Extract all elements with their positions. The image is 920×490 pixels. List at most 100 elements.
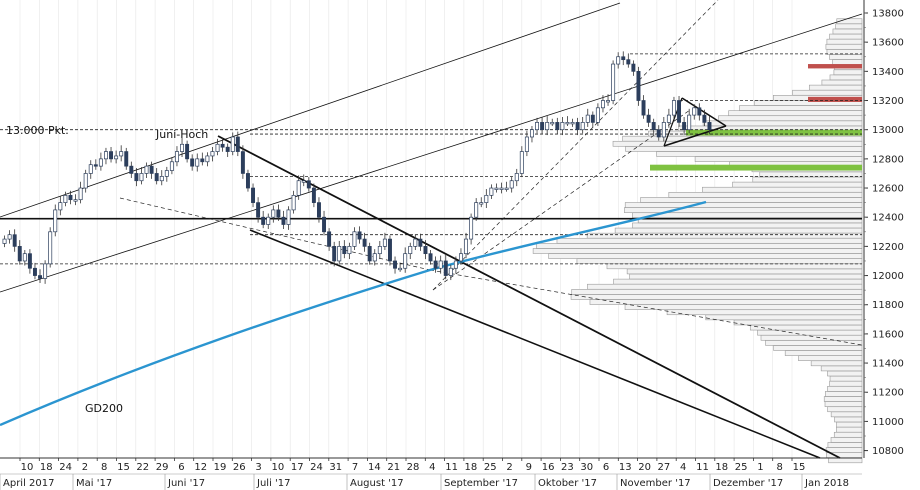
candle-body	[342, 246, 347, 255]
candle-body	[220, 143, 225, 148]
profile-bar	[570, 294, 863, 300]
candle-body	[306, 180, 311, 189]
y-tick-label: 11600	[872, 329, 904, 340]
x-axis: 10 18 24 2 8 15 22 29 6 12 19 26 3 10 17 24 31 7 14 21 28 4 11…	[0, 457, 862, 490]
profile-bar	[829, 33, 863, 40]
candle-body	[606, 100, 611, 103]
y-tick-label: 13400	[872, 67, 904, 78]
profile-bar	[836, 426, 863, 433]
profile-bar	[823, 396, 863, 402]
candle-body	[413, 238, 418, 247]
candle-body	[423, 246, 428, 255]
candle-body	[43, 263, 48, 279]
profile-bar	[733, 319, 863, 326]
profile-bar	[694, 156, 863, 162]
candle-body	[458, 253, 463, 262]
profile-bar	[829, 74, 863, 81]
profile-bar	[589, 299, 863, 305]
candle-body	[626, 59, 631, 65]
candle-body	[301, 180, 306, 183]
month-label: Juli '17	[256, 478, 291, 489]
candle-body	[124, 151, 129, 167]
dashed-channel-line	[432, 0, 719, 291]
candle-body	[38, 275, 43, 279]
profile-bar	[626, 268, 863, 275]
candle-body	[504, 187, 509, 190]
month-label: November '17	[620, 478, 691, 489]
profile-bar	[832, 59, 863, 65]
profile-bar	[798, 355, 863, 361]
profile-bar	[624, 207, 863, 213]
candle-body	[570, 122, 575, 125]
x-tick-label: 22	[136, 462, 149, 473]
high-label: Juni-Hoch	[155, 128, 208, 141]
dashed-channel-line	[432, 109, 691, 291]
candle-body	[195, 158, 200, 167]
profile-bar	[821, 79, 863, 86]
candle-body	[337, 246, 342, 262]
profile-bar	[624, 202, 863, 208]
candle-body	[332, 246, 337, 262]
x-tick-label: 31	[329, 462, 342, 473]
profile-bar	[834, 416, 863, 423]
profile-bar	[739, 105, 863, 111]
month-label: September '17	[444, 478, 518, 489]
candle-body	[53, 209, 58, 233]
candle-body	[464, 238, 469, 255]
x-tick-label: 28	[407, 462, 420, 473]
profile-bar	[829, 380, 863, 387]
candle-body	[78, 187, 83, 201]
candle-body	[529, 129, 534, 138]
profile-bar	[820, 365, 863, 372]
profile-bar	[808, 84, 863, 91]
candle-body	[509, 180, 514, 189]
x-tick-label: 11	[445, 462, 458, 473]
x-tick-label: 24	[59, 462, 72, 473]
y-tick-label: 12000	[872, 271, 904, 282]
y-tick-label: 11200	[872, 388, 904, 399]
candle-body	[479, 202, 484, 205]
candle-body	[540, 122, 545, 131]
candle-body	[611, 63, 616, 101]
profile-bar	[825, 447, 863, 453]
candle-body	[58, 202, 63, 211]
candle-body	[347, 246, 352, 255]
profile-bar	[571, 289, 863, 295]
candle-body	[382, 238, 387, 247]
x-tick-label: 3	[255, 462, 261, 473]
profile-bar	[613, 278, 863, 285]
y-tick-label: 12600	[872, 184, 904, 195]
x-tick-label: 24	[310, 462, 323, 473]
profile-bar	[833, 69, 863, 76]
profile-bar	[810, 360, 863, 367]
profile-bar	[532, 248, 863, 254]
candle-body	[271, 209, 276, 218]
x-tick-label: 27	[658, 462, 671, 473]
x-tick-label: 16	[542, 462, 555, 473]
candle-body	[565, 122, 570, 125]
x-tick-label: 15	[793, 462, 806, 473]
candle-body	[362, 238, 367, 247]
candle-body	[692, 107, 697, 116]
x-tick-label: 6	[603, 462, 609, 473]
candle-body	[251, 187, 256, 203]
candle-body	[164, 170, 169, 177]
x-tick-label: 20	[638, 462, 651, 473]
profile-bar	[556, 237, 863, 244]
candle-body	[697, 107, 702, 116]
candle-body	[73, 199, 78, 202]
candle-body	[555, 122, 560, 131]
candle-body	[535, 122, 540, 131]
candle-body	[514, 173, 519, 182]
candle-body	[428, 253, 433, 262]
candle-body	[377, 246, 382, 255]
level-label: 13.000 Pkt.	[6, 124, 69, 137]
x-tick-label: 4	[680, 462, 686, 473]
y-tick-label: 13000	[872, 125, 904, 136]
profile-bar	[702, 186, 863, 193]
support-zone	[686, 129, 862, 136]
candle-body	[205, 155, 210, 163]
x-tick-label: 8	[101, 462, 107, 473]
x-tick-label: 17	[291, 462, 304, 473]
